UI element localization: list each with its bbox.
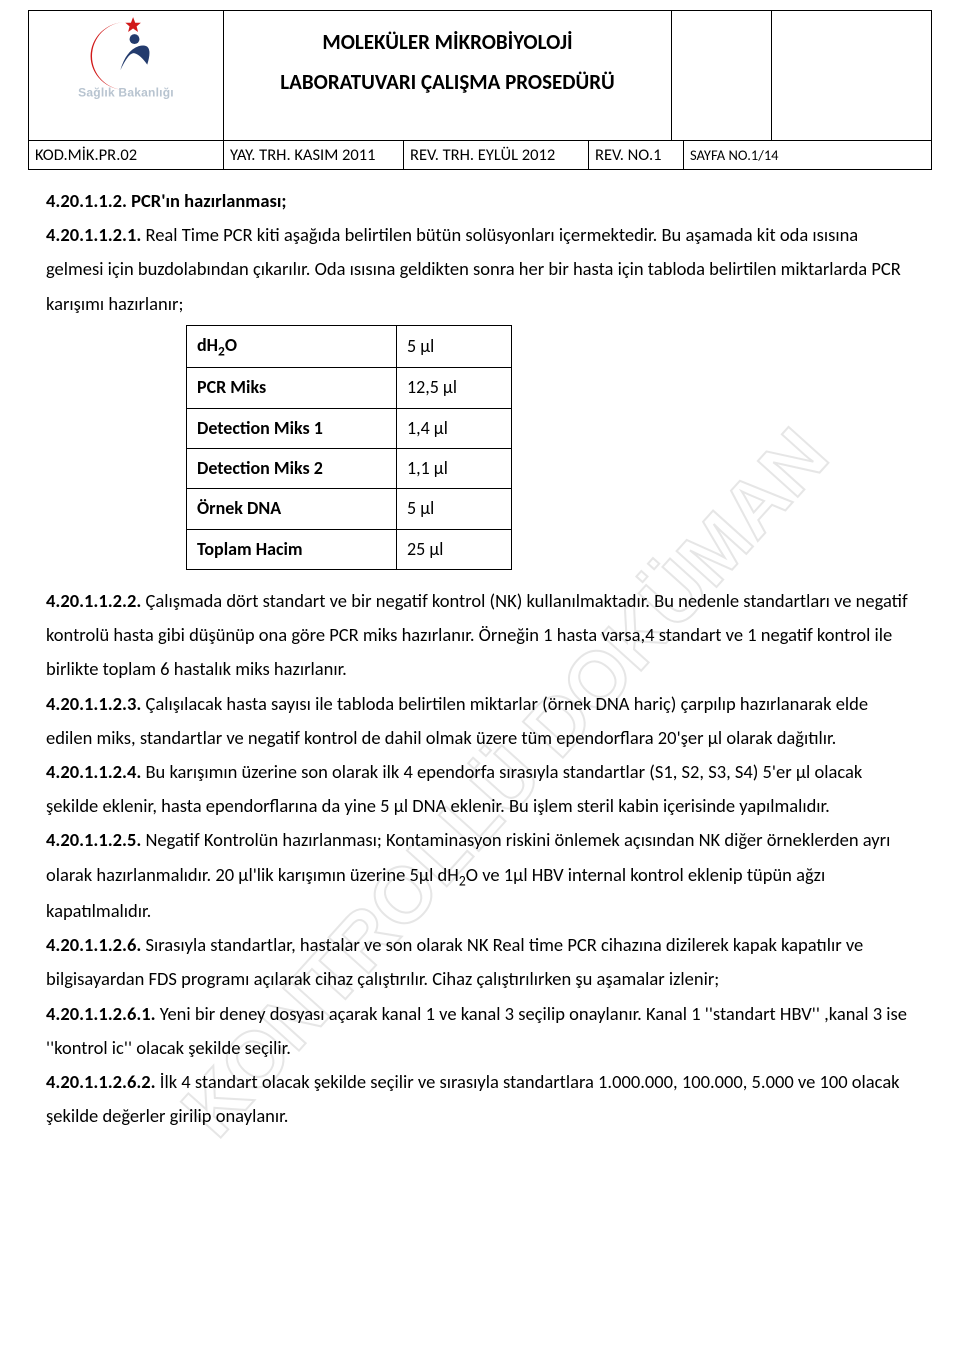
pcr-label: Toplam Hacim — [187, 529, 397, 569]
heading-4.20.1.1.2.6.2: 4.20.1.1.2.6.2. — [46, 1070, 156, 1093]
pcr-value: 1,4 μl — [397, 408, 512, 448]
table-row: PCR Miks12,5 μl — [187, 368, 512, 408]
table-row: Örnek DNA5 μl — [187, 489, 512, 529]
heading-4.20.1.1.2.2: 4.20.1.1.2.2. — [46, 589, 141, 612]
info-row-2: KOD.MİK.PR.02 YAY. TRH. KASIM 2011 REV. … — [28, 140, 932, 170]
info-kod: KOD.MİK.PR.02 — [29, 141, 224, 170]
heading-4.20.1.1.2: 4.20.1.1.2. PCR'ın hazırlanması; — [46, 189, 287, 212]
ministry-logo-icon: Sağlık Bakanlığı — [41, 15, 211, 100]
info-yay: YAY. TRH. KASIM 2011 — [224, 141, 404, 170]
pcr-value: 25 μl — [397, 529, 512, 569]
heading-4.20.1.1.2.6.1: 4.20.1.1.2.6.1. — [46, 1002, 156, 1025]
para-4: Bu karışımın üzerine son olarak ilk 4 ep… — [46, 760, 862, 817]
doc-title: MOLEKÜLER MİKROBİYOLOJİ LABORATUVARI ÇAL… — [224, 11, 672, 141]
info-rev-no: REV. NO.1 — [589, 141, 684, 170]
para-1: Real Time PCR kiti aşağıda belirtilen bü… — [46, 223, 901, 314]
page-container: Sağlık Bakanlığı MOLEKÜLER MİKROBİYOLOJİ… — [0, 0, 960, 1154]
empty-cell — [772, 11, 932, 141]
pcr-label: PCR Miks — [187, 368, 397, 408]
info-sayfa: SAYFA NO.1/14 — [684, 141, 932, 170]
sub-2: 2 — [459, 872, 466, 889]
pcr-value: 5 μl — [397, 489, 512, 529]
header-table: Sağlık Bakanlığı MOLEKÜLER MİKROBİYOLOJİ… — [28, 10, 932, 141]
heading-4.20.1.1.2.6: 4.20.1.1.2.6. — [46, 933, 141, 956]
para-6: Sırasıyla standartlar, hastalar ve son o… — [46, 933, 863, 990]
pcr-value: 12,5 μl — [397, 368, 512, 408]
para-7: Yeni bir deney dosyası açarak kanal 1 ve… — [46, 1002, 907, 1059]
pcr-label: dH2O — [187, 325, 397, 368]
heading-4.20.1.1.2.4: 4.20.1.1.2.4. — [46, 760, 141, 783]
heading-4.20.1.1.2.5: 4.20.1.1.2.5. — [46, 828, 141, 851]
pcr-value: 5 μl — [397, 325, 512, 368]
title-line-1: MOLEKÜLER MİKROBİYOLOJİ — [322, 29, 572, 55]
para-8: İlk 4 standart olacak şekilde seçilir ve… — [46, 1070, 900, 1127]
pcr-value: 1,1 μl — [397, 449, 512, 489]
svg-text:Sağlık Bakanlığı: Sağlık Bakanlığı — [78, 85, 174, 99]
pcr-label: Örnek DNA — [187, 489, 397, 529]
title-line-2: LABORATUVARI ÇALIŞMA PROSEDÜRÜ — [280, 69, 615, 95]
pcr-label: Detection Miks 1 — [187, 408, 397, 448]
pcr-mix-table: dH2O5 μlPCR Miks12,5 μlDetection Miks 11… — [186, 325, 512, 570]
heading-4.20.1.1.2.3: 4.20.1.1.2.3. — [46, 692, 141, 715]
body-content: 4.20.1.1.2. PCR'ın hazırlanması; 4.20.1.… — [28, 170, 932, 1134]
heading-4.20.1.1.2.1: 4.20.1.1.2.1. — [46, 223, 141, 246]
para-3: Çalışılacak hasta sayısı ile tabloda bel… — [46, 692, 868, 749]
empty-cell — [672, 11, 772, 141]
info-rev-trh: REV. TRH. EYLÜL 2012 — [404, 141, 589, 170]
table-row: dH2O5 μl — [187, 325, 512, 368]
table-row: Toplam Hacim25 μl — [187, 529, 512, 569]
table-row: Detection Miks 11,4 μl — [187, 408, 512, 448]
table-row: Detection Miks 21,1 μl — [187, 449, 512, 489]
para-2: Çalışmada dört standart ve bir negatif k… — [46, 589, 908, 680]
logo-cell: Sağlık Bakanlığı — [29, 11, 224, 141]
pcr-label: Detection Miks 2 — [187, 449, 397, 489]
